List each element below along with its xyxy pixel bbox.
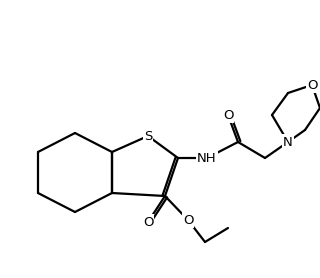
Text: O: O xyxy=(223,108,233,121)
Text: S: S xyxy=(144,130,152,143)
Text: NH: NH xyxy=(197,152,217,165)
Text: O: O xyxy=(307,78,317,91)
Text: O: O xyxy=(183,214,193,227)
Text: O: O xyxy=(143,215,153,229)
Text: N: N xyxy=(283,135,293,148)
